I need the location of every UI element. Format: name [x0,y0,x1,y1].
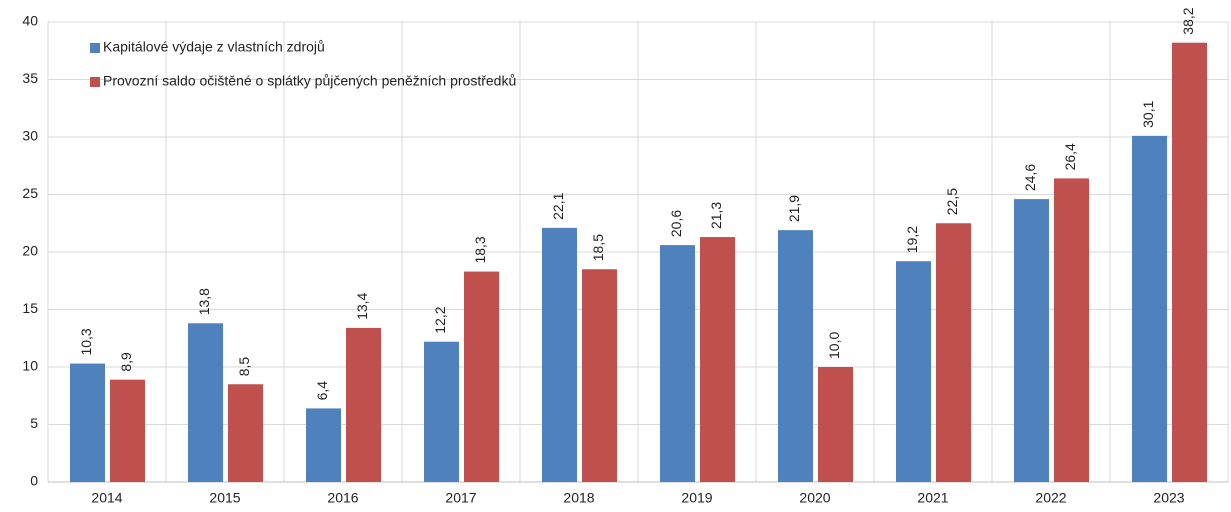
bar [818,367,853,482]
x-tick-label: 2014 [91,490,122,506]
value-label: 24,6 [1022,164,1038,191]
bar [1132,135,1167,482]
bar [424,341,459,482]
bar [582,269,617,482]
bar [1172,42,1207,482]
value-label: 38,2 [1180,7,1196,34]
value-label: 13,8 [196,288,212,315]
x-tick-label: 2016 [327,490,358,506]
x-tick-label: 2019 [681,490,712,506]
bar [700,237,735,482]
bar [896,261,931,482]
value-label: 19,2 [904,226,920,253]
legend-label: Provozní saldo očištěné o splátky půjčen… [103,73,516,89]
y-tick-label: 20 [22,243,38,259]
y-tick-label: 35 [22,70,38,86]
value-label: 12,2 [432,306,448,333]
value-label: 10,3 [78,328,94,355]
bar [70,363,105,482]
x-tick-label: 2021 [917,490,948,506]
y-tick-label: 25 [22,185,38,201]
bar [936,223,971,482]
value-label: 13,4 [354,292,370,319]
bar [1054,178,1089,482]
bar [228,384,263,482]
y-tick-label: 30 [22,128,38,144]
x-tick-label: 2020 [799,490,830,506]
y-tick-label: 15 [22,300,38,316]
legend-swatch [90,77,100,87]
y-tick-label: 5 [30,415,38,431]
legend-label: Kapitálové výdaje z vlastních zdrojů [103,39,325,55]
bar [1014,199,1049,482]
value-label: 21,3 [708,202,724,229]
value-label: 22,5 [944,188,960,215]
bar [110,379,145,482]
bar [778,230,813,482]
bar [660,245,695,482]
bar [346,327,381,482]
value-label: 18,3 [472,236,488,263]
x-tick-label: 2015 [209,490,240,506]
x-tick-label: 2022 [1035,490,1066,506]
x-tick-label: 2023 [1153,490,1184,506]
bar [542,227,577,482]
y-tick-label: 0 [30,473,38,489]
value-label: 26,4 [1062,143,1078,170]
x-tick-label: 2017 [445,490,476,506]
bar [188,323,223,482]
value-label: 30,1 [1140,100,1156,127]
x-tick-label: 2018 [563,490,594,506]
value-label: 20,6 [668,210,684,237]
legend-swatch [90,43,100,53]
value-label: 10,0 [826,332,842,359]
value-label: 22,1 [550,192,566,219]
bar [306,408,341,482]
value-label: 18,5 [590,234,606,261]
y-tick-label: 40 [22,13,38,29]
value-label: 21,9 [786,195,802,222]
value-label: 6,4 [314,381,330,401]
y-tick-label: 10 [22,358,38,374]
bar [464,271,499,482]
value-label: 8,5 [236,357,252,377]
value-label: 8,9 [118,352,134,372]
